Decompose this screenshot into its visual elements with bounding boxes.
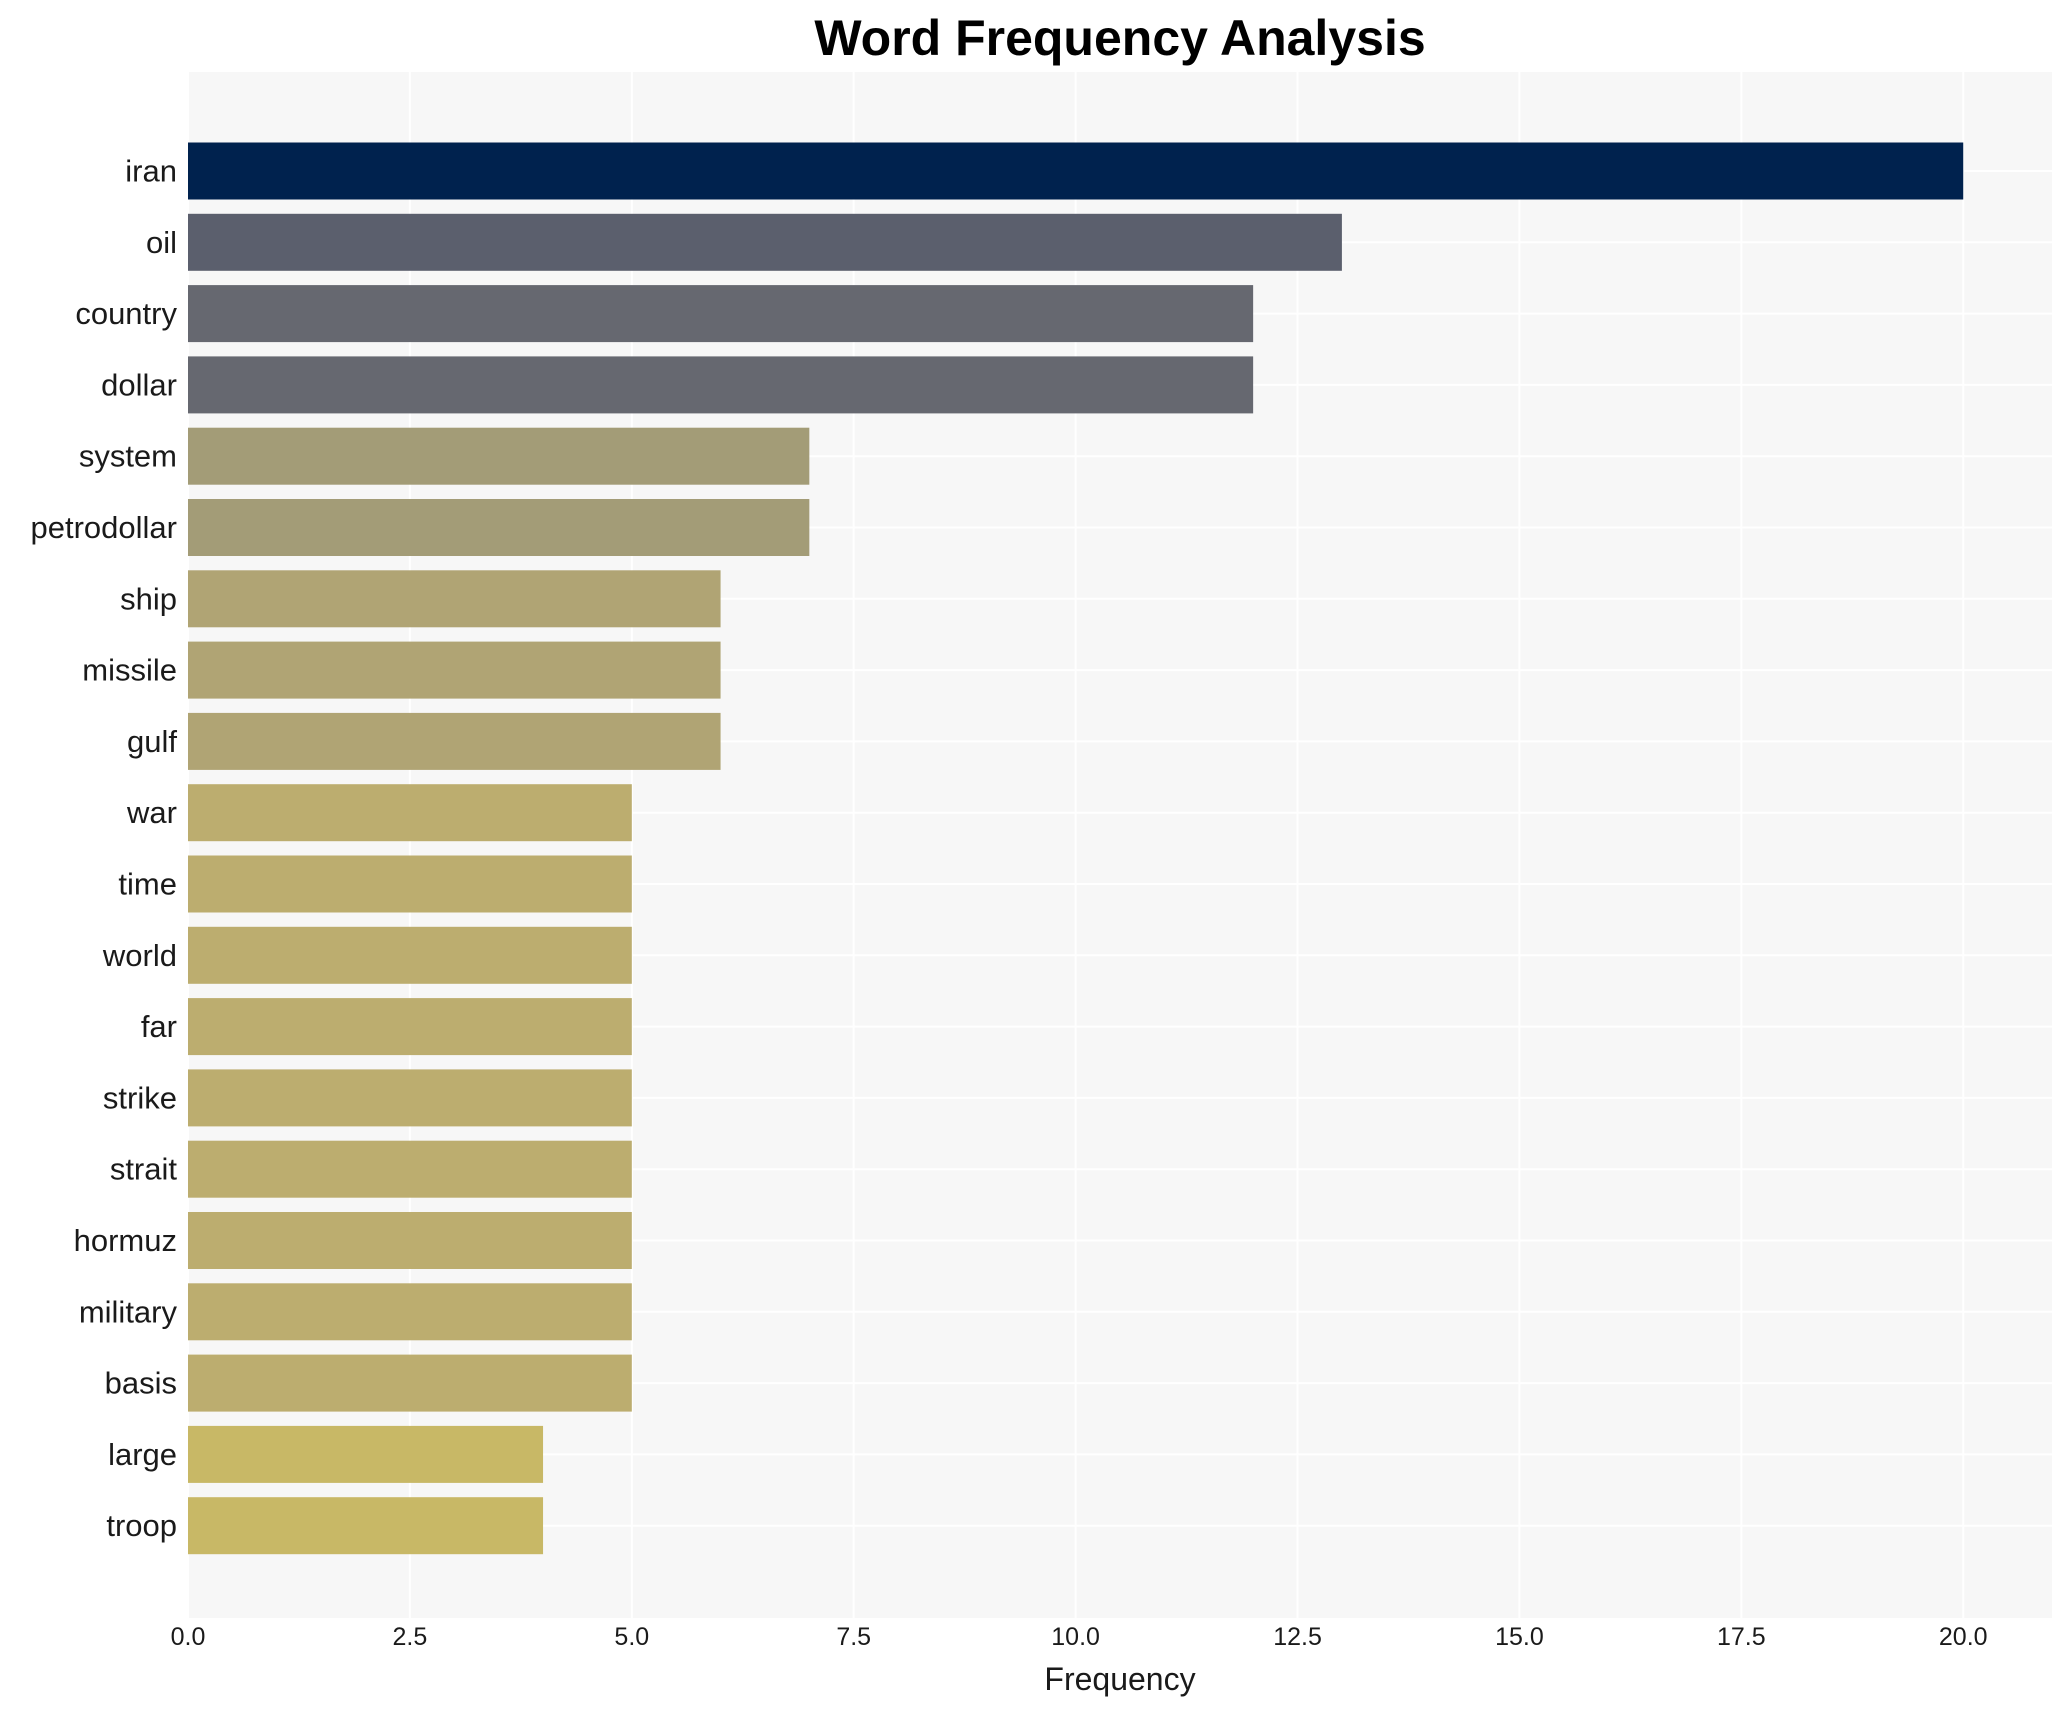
bar-military [188,1283,632,1341]
y-tick-label-gulf: gulf [127,724,177,759]
y-tick-label-time: time [118,867,177,902]
bar-far [188,998,632,1056]
x-tick-label: 20.0 [1939,1623,1988,1651]
bar-petrodollar [188,499,810,556]
y-tick-label-system: system [79,439,177,474]
y-tick-label-ship: ship [120,581,177,616]
bar-country [188,285,1254,343]
bar-troop [188,1497,544,1555]
y-tick-label-petrodollar: petrodollar [31,510,177,545]
y-tick-labels: iran oil country dollar system petrodollar shi… [31,154,178,1544]
x-tick-label: 2.5 [393,1623,428,1651]
bar-war [188,784,632,842]
x-tick-label: 15.0 [1495,1623,1544,1651]
bar-time [188,855,632,913]
y-tick-label-missile: missile [82,653,177,688]
chart-title: Word Frequency Analysis [814,10,1425,66]
bar-dollar [188,356,1254,414]
bar-gulf [188,712,721,770]
x-tick-label: 5.0 [614,1623,649,1651]
x-tick-label: 17.5 [1717,1623,1766,1651]
x-axis-label: Frequency [1044,1661,1195,1697]
y-tick-label-military: military [79,1294,178,1329]
y-tick-label-far: far [141,1009,177,1044]
bar-iran [188,142,1964,200]
y-tick-label-strait: strait [110,1152,178,1187]
y-tick-label-troop: troop [106,1508,177,1543]
bar-ship [188,570,721,628]
bars [188,142,1964,1555]
x-tick-label: 0.0 [171,1623,206,1651]
bar-world [188,926,632,984]
x-tick-label: 10.0 [1051,1623,1100,1651]
x-tick-label: 7.5 [836,1623,871,1651]
y-tick-label-war: war [126,795,177,830]
y-tick-label-large: large [108,1437,177,1472]
y-tick-label-dollar: dollar [101,367,177,402]
y-tick-label-country: country [75,296,177,331]
bar-strait [188,1140,632,1198]
bar-hormuz [188,1212,632,1269]
bar-basis [188,1354,632,1412]
bar-system [188,427,810,485]
bar-missile [188,641,721,699]
y-tick-label-strike: strike [103,1080,177,1115]
y-tick-label-world: world [102,938,177,973]
y-tick-label-iran: iran [125,154,177,189]
bar-strike [188,1069,632,1127]
y-tick-label-oil: oil [146,225,177,260]
bar-large [188,1425,544,1483]
x-tick-labels: 0.0 2.5 5.0 7.5 10.0 12.5 15.0 17.5 20.0 [171,1623,1988,1651]
y-tick-label-hormuz: hormuz [74,1223,177,1258]
x-tick-label: 12.5 [1273,1623,1322,1651]
bar-oil [188,213,1342,271]
y-tick-label-basis: basis [105,1366,177,1401]
